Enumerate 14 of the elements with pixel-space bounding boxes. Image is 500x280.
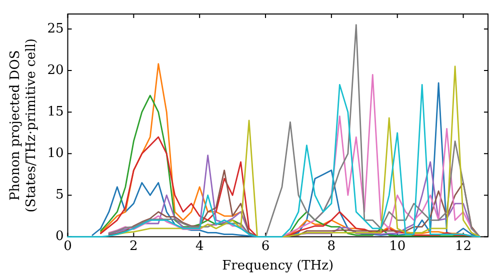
x-tick-label: 12: [455, 238, 472, 254]
y-axis-title: Phonon projected DOS (States/THz·primitive cell): [8, 38, 39, 212]
x-tick-label: 2: [130, 238, 138, 254]
y-tick-label: 20: [47, 62, 64, 78]
y-tick-label: 5: [55, 188, 64, 203]
x-axis-title: Frequency (THz): [222, 258, 334, 274]
y-tick-label: 15: [47, 104, 64, 120]
x-tick-label: 10: [389, 238, 406, 254]
x-tick-label: 8: [327, 238, 336, 254]
y-tick-label: 0: [55, 229, 64, 244]
x-tick-label: 6: [261, 238, 270, 254]
x-tick-label: 4: [195, 238, 204, 254]
y-tick-label: 10: [47, 146, 64, 162]
y-tick-label: 25: [47, 21, 64, 36]
